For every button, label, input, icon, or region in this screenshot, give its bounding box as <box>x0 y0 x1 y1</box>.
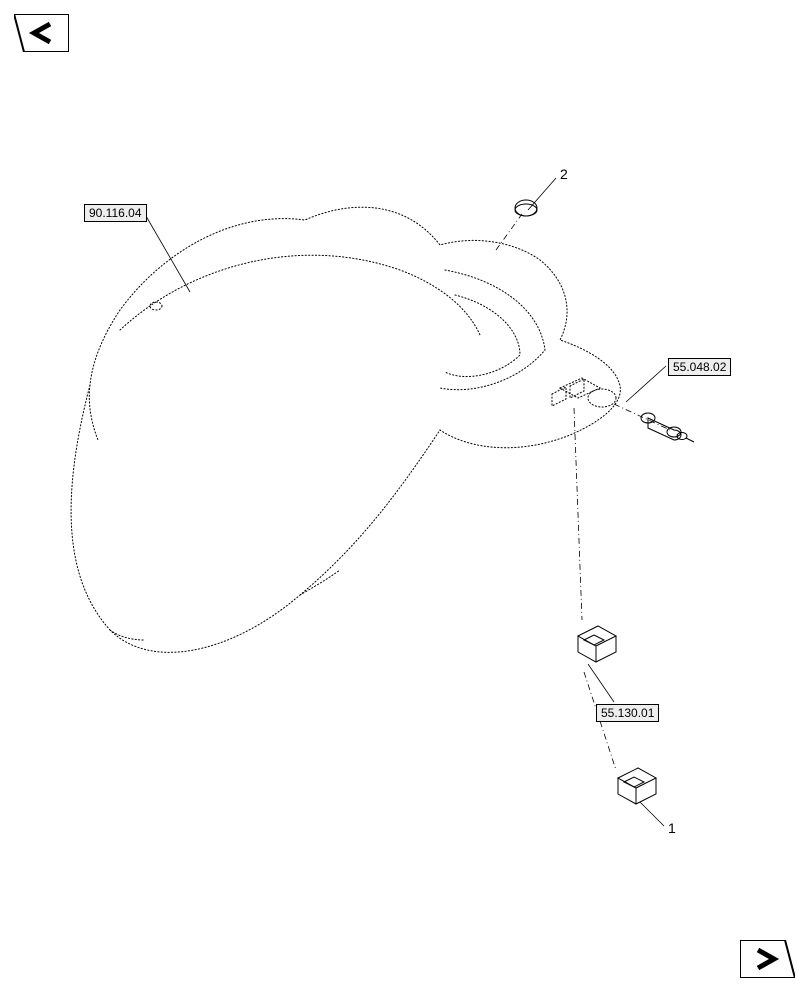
callout-text: 2 <box>560 166 568 182</box>
ref-label-55-130-01: 55.130.01 <box>596 704 659 722</box>
callout-text: 1 <box>668 820 676 836</box>
nav-prev-icon[interactable] <box>14 14 69 52</box>
callout-1: 1 <box>668 820 676 836</box>
ref-label-90-116-04: 90.116.04 <box>84 204 147 222</box>
nav-next-icon[interactable] <box>740 940 795 978</box>
ref-label-55-048-02: 55.048.02 <box>668 358 731 376</box>
ref-label-text: 90.116.04 <box>89 206 142 220</box>
exploded-view-drawing <box>0 0 812 1000</box>
callout-2: 2 <box>560 166 568 182</box>
diagram-page: 90.116.04 55.048.02 55.130.01 2 1 <box>0 0 812 1000</box>
ref-label-text: 55.130.01 <box>601 706 654 720</box>
ref-label-text: 55.048.02 <box>673 360 726 374</box>
